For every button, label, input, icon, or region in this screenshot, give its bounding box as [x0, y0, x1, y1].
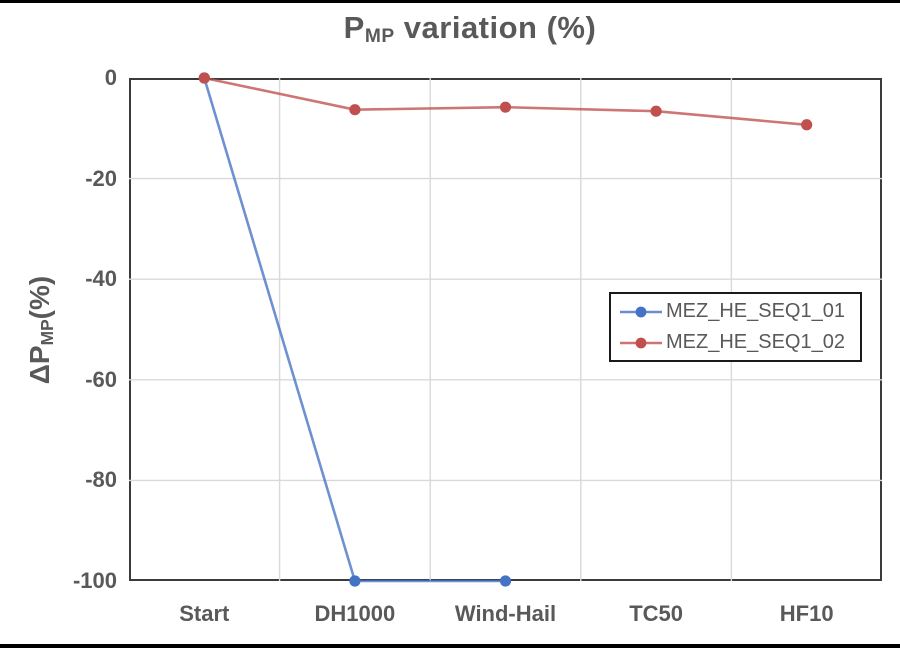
series-line-MEZ_HE_SEQ1_02 — [204, 76, 807, 127]
chart-title-subscript: MP — [364, 26, 395, 48]
data-point-MEZ_HE_SEQ1_02 — [650, 105, 662, 117]
chart-title: PMP variation (%) — [343, 10, 597, 48]
plot-canvas — [129, 72, 882, 587]
legend-line-marker-icon — [620, 337, 662, 348]
legend-line-marker-icon — [620, 306, 662, 317]
y-axis-title-subscript: MP — [36, 319, 57, 346]
data-point-MEZ_HE_SEQ1_02 — [198, 72, 210, 84]
y-tick-label: -100 — [72, 568, 117, 593]
legend: MEZ_HE_SEQ1_01 MEZ_HE_SEQ1_02 — [609, 292, 862, 362]
legend-label: MEZ_HE_SEQ1_02 — [666, 331, 845, 353]
y-tick-label: -80 — [85, 467, 117, 493]
y-tick-label: -60 — [85, 366, 117, 392]
legend-label: MEZ_HE_SEQ1_01 — [666, 300, 845, 322]
x-tick-label-4: HF10 — [779, 601, 834, 626]
data-point-MEZ_HE_SEQ1_02 — [349, 104, 361, 116]
data-point-MEZ_HE_SEQ1_02 — [499, 101, 512, 113]
data-point-MEZ_HE_SEQ1_01 — [349, 575, 361, 587]
frame-top-border — [0, 0, 900, 3]
x-tick-label-0: Start — [179, 601, 230, 626]
x-tick-label-3: TC50 — [629, 601, 683, 626]
frame-bottom-border — [0, 644, 900, 648]
x-tick-label-2: Wind-Hail — [454, 601, 557, 626]
legend-item-MEZ_HE_SEQ1_01: MEZ_HE_SEQ1_01 — [619, 296, 856, 327]
x-tick-label-1: DH1000 — [314, 601, 396, 626]
data-point-MEZ_HE_SEQ1_02 — [801, 119, 813, 131]
data-point-MEZ_HE_SEQ1_01 — [499, 575, 512, 587]
plot-area — [129, 72, 882, 587]
y-tick-label: -20 — [85, 165, 117, 191]
series-line-MEZ_HE_SEQ1_01 — [203, 77, 506, 583]
y-tick-label: 0 — [104, 65, 117, 90]
y-tick-label: -40 — [85, 266, 117, 292]
legend-item-MEZ_HE_SEQ1_02: MEZ_HE_SEQ1_02 — [619, 327, 856, 358]
